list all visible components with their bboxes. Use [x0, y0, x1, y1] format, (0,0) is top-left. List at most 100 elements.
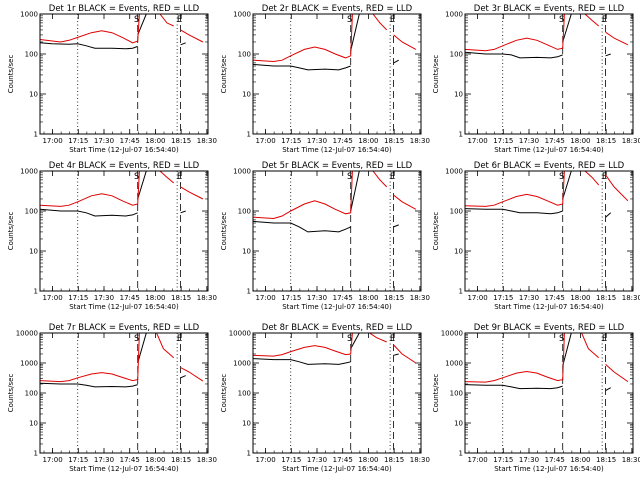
x-axis-label: Start Time (12-Jul-07 16:54:40)	[282, 465, 392, 473]
series-line-red	[584, 14, 600, 27]
marker-label-S: S	[559, 15, 564, 25]
panel-title: Det 4r BLACK = Events, RED = LLD	[49, 161, 200, 171]
y-tick-label: 1000	[20, 360, 38, 368]
x-tick-label: 18:00	[145, 137, 165, 145]
series-line-red	[159, 14, 174, 27]
x-tick-label: 17:30	[307, 137, 327, 145]
marker-label-E: E	[390, 172, 395, 182]
y-tick-label: 1000	[445, 360, 463, 368]
x-tick-label: 17:00	[255, 294, 275, 302]
series-line-black	[562, 171, 572, 200]
x-tick-label: 17:00	[42, 294, 62, 302]
panel-1: Det 1r BLACK = Events, RED = LLD 1 10 100 10…	[7, 4, 217, 154]
series-line-red	[253, 171, 353, 220]
series-line-black	[180, 210, 186, 214]
marker-label-S: S	[134, 172, 139, 182]
marker-label-E: E	[177, 334, 182, 344]
y-tick-label: 10	[454, 91, 463, 99]
panel-2: Det 2r BLACK = Events, RED = LLD 1 10 100 10…	[220, 4, 430, 154]
panel-title: Det 3r BLACK = Events, RED = LLD	[474, 4, 625, 14]
x-tick-label: 17:15	[281, 137, 301, 145]
marker-label-S: S	[347, 15, 352, 25]
x-tick-label: 17:45	[333, 137, 353, 145]
x-tick-label: 18:30	[410, 456, 430, 464]
series-line-black	[350, 14, 360, 51]
x-tick-label: 17:45	[120, 137, 140, 145]
x-tick-label: 17:30	[519, 294, 539, 302]
plot-frame	[252, 332, 422, 454]
series-line-black	[137, 171, 147, 200]
x-tick-label: 18:30	[622, 456, 640, 464]
y-tick-label: 100	[450, 51, 463, 59]
x-tick-label: 17:30	[307, 294, 327, 302]
series-line-red	[369, 333, 387, 343]
series-line-black	[393, 224, 399, 228]
series-group	[40, 171, 204, 217]
x-tick-label: 18:30	[622, 294, 640, 302]
series-group	[465, 14, 629, 59]
x-tick-label: 18:15	[171, 137, 191, 145]
series-group	[465, 171, 629, 218]
y-tick-label: 100	[450, 390, 463, 398]
series-line-black	[465, 208, 563, 215]
x-axis-label: Start Time (12-Jul-07 16:54:40)	[282, 146, 392, 154]
series-line-red	[372, 171, 388, 188]
series-line-red	[581, 333, 600, 359]
marker-label-E: E	[602, 172, 607, 182]
series-line-red	[465, 14, 565, 52]
series-line-black	[180, 42, 186, 46]
series-line-red	[253, 333, 353, 357]
x-axis-label: Start Time (12-Jul-07 16:54:40)	[69, 303, 179, 311]
marker-label-E: E	[602, 15, 607, 25]
series-line-black	[562, 333, 572, 367]
x-axis-label: Start Time (12-Jul-07 16:54:40)	[494, 303, 604, 311]
plot-frame	[252, 170, 422, 292]
x-tick-label: 17:15	[493, 456, 513, 464]
series-line-red	[605, 364, 629, 383]
series-line-black	[605, 53, 611, 57]
y-axis-label: Counts/sec	[432, 212, 440, 251]
y-tick-label: 100	[25, 51, 38, 59]
panel-title: Det 5r BLACK = Events, RED = LLD	[262, 161, 413, 171]
y-tick-label: 10	[29, 420, 38, 428]
series-line-black	[180, 375, 186, 379]
x-tick-label: 17:15	[68, 456, 88, 464]
series-line-red	[393, 34, 417, 50]
series-line-red	[584, 171, 600, 186]
marker-label-E: E	[177, 172, 182, 182]
series-line-red	[180, 186, 204, 200]
x-tick-label: 18:30	[197, 294, 217, 302]
y-tick-label: 1	[34, 288, 38, 296]
panel-title: Det 6r BLACK = Events, RED = LLD	[474, 161, 625, 171]
x-tick-label: 17:00	[255, 456, 275, 464]
x-tick-label: 17:45	[333, 456, 353, 464]
x-tick-label: 18:30	[197, 137, 217, 145]
series-group	[253, 333, 417, 365]
x-tick-label: 17:45	[333, 294, 353, 302]
series-line-red	[253, 14, 353, 63]
x-axis-label: Start Time (12-Jul-07 16:54:40)	[282, 303, 392, 311]
series-line-black	[350, 171, 360, 212]
series-line-black	[393, 353, 399, 356]
x-tick-label: 18:15	[596, 137, 616, 145]
marker-label-S: S	[559, 334, 564, 344]
x-tick-label: 17:00	[42, 456, 62, 464]
x-tick-label: 17:45	[545, 456, 565, 464]
y-tick-label: 1000	[445, 168, 463, 176]
x-tick-label: 17:45	[545, 137, 565, 145]
series-line-black	[393, 59, 399, 64]
series-line-black	[562, 14, 572, 43]
x-tick-label: 18:00	[358, 137, 378, 145]
y-tick-label: 1000	[233, 168, 251, 176]
series-line-red	[393, 344, 417, 364]
x-tick-label: 17:30	[307, 456, 327, 464]
x-tick-label: 18:30	[622, 137, 640, 145]
x-tick-label: 17:15	[68, 294, 88, 302]
y-tick-label: 1	[247, 131, 251, 139]
series-line-black	[253, 358, 351, 365]
series-line-red	[465, 171, 565, 207]
x-tick-label: 18:00	[570, 137, 590, 145]
y-tick-label: 1	[247, 450, 251, 458]
y-tick-label: 100	[238, 208, 251, 216]
panel-title: Det 9r BLACK = Events, RED = LLD	[474, 323, 625, 333]
